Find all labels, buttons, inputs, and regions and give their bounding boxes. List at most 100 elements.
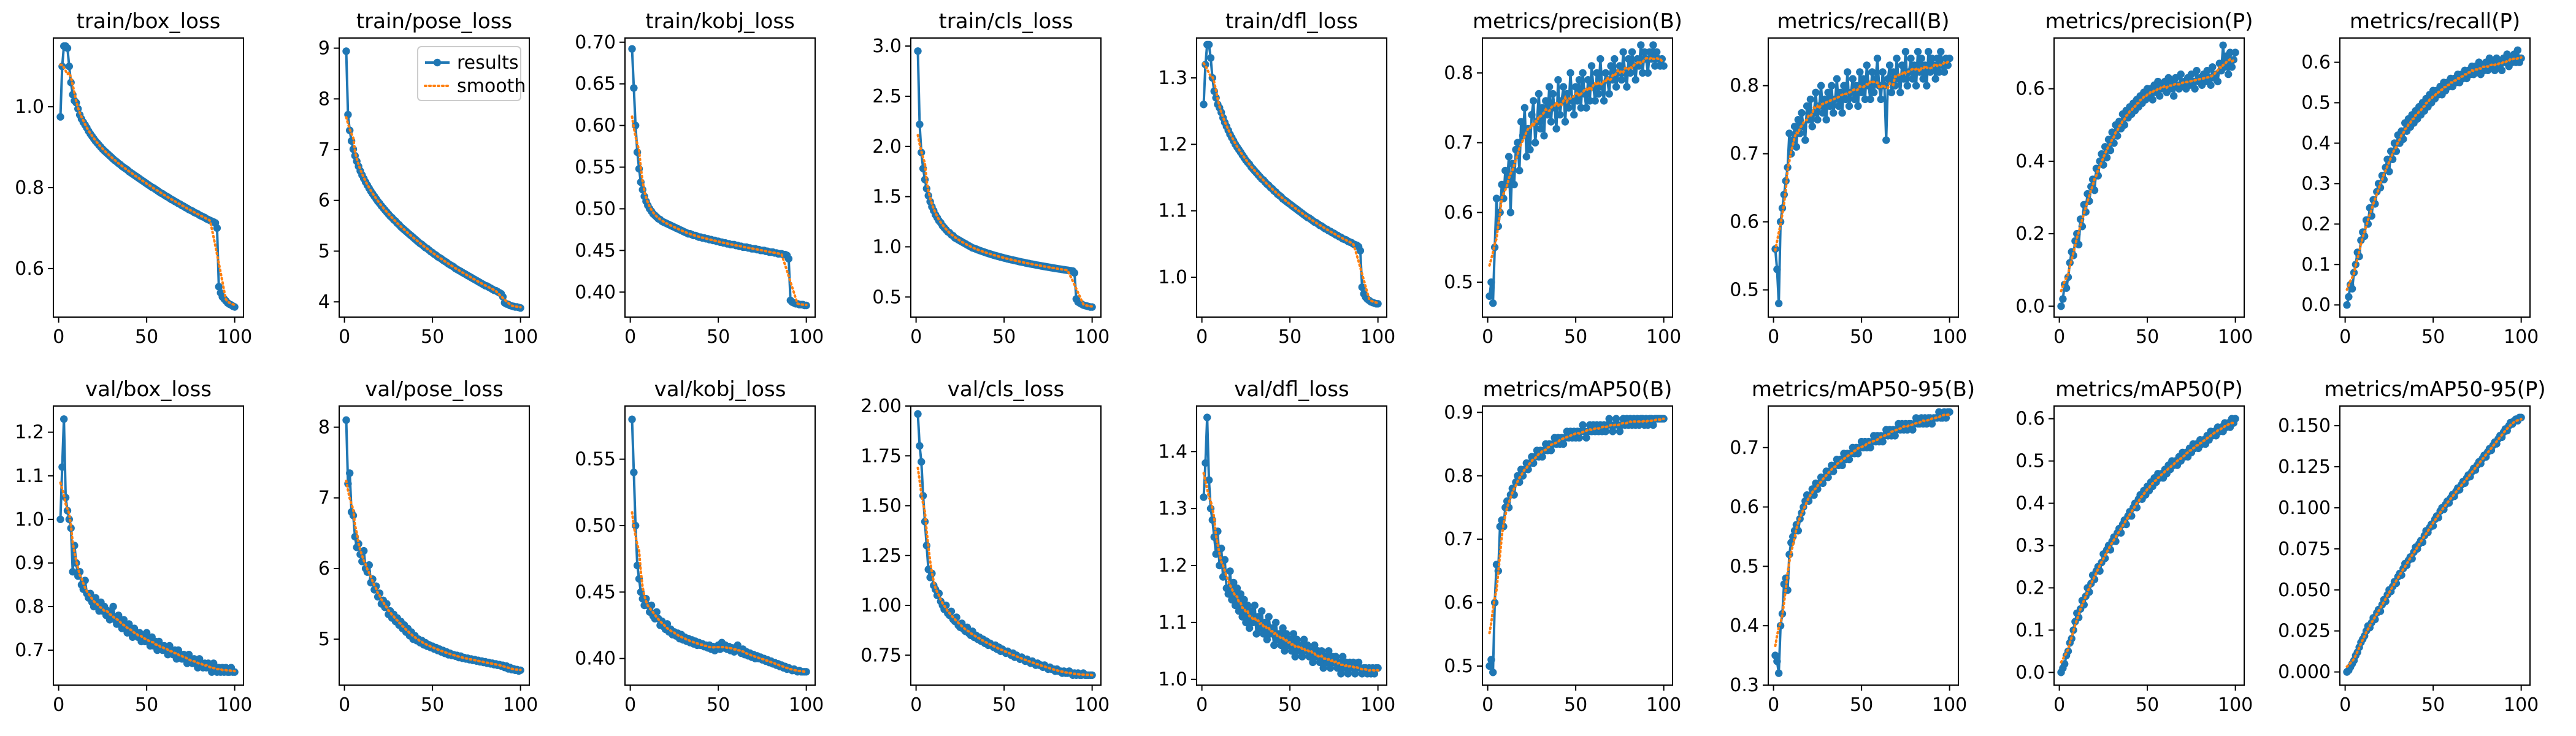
results-point — [1554, 76, 1562, 84]
results-point — [1605, 90, 1613, 98]
y-tick-label: 0.0 — [2301, 294, 2331, 316]
y-tick-label: 0.1 — [2015, 619, 2045, 641]
y-tick-label: 9 — [318, 38, 330, 59]
subplot-title: train/cls_loss — [938, 9, 1073, 34]
axes-frame — [339, 405, 530, 686]
y-tick-label: 1.25 — [861, 545, 902, 567]
results-point — [1803, 102, 1811, 110]
x-tick-label: 0 — [2339, 326, 2351, 348]
y-tick-label: 1.00 — [861, 595, 902, 616]
y-tick-label: 7 — [318, 139, 330, 161]
results-point — [1845, 102, 1853, 110]
results-point — [914, 47, 922, 55]
plot-area — [1200, 40, 1382, 308]
results-point — [1885, 61, 1894, 69]
x-tick-label: 100 — [1646, 326, 1681, 348]
results-point — [1911, 61, 1919, 69]
axes-frame — [339, 37, 530, 318]
results-point — [2177, 70, 2185, 79]
results-point — [784, 255, 793, 263]
results-point — [1370, 670, 1379, 678]
x-tick-label: 0 — [53, 326, 64, 348]
subplot-train-box-loss: train/box_loss 0 50 100 0.6 0.8 1.0 — [15, 9, 252, 348]
results-point — [1358, 283, 1366, 291]
results-point — [1538, 453, 1546, 461]
results-point — [1595, 90, 1603, 98]
results-point — [1317, 647, 1325, 655]
results-point — [346, 469, 354, 477]
results-point — [1570, 110, 1578, 119]
results-point — [1552, 125, 1560, 133]
results-point — [1268, 624, 1276, 632]
y-tick-label: 0.40 — [575, 282, 616, 303]
results-point — [2094, 172, 2102, 180]
subplot-title: train/kobj_loss — [645, 9, 795, 34]
subplot-val-dfl-loss: val/dfl_loss 0 50 100 1.0 1.1 1.2 1.3 1.4 — [1158, 377, 1395, 716]
y-tick-label: 1.0 — [15, 509, 44, 531]
y-tick-label: 0.8 — [1730, 75, 1759, 97]
results-point — [1778, 610, 1787, 618]
results-point — [1272, 618, 1280, 627]
results-point — [1633, 55, 1641, 63]
results-point — [1806, 95, 1815, 104]
y-tick-label: 1.4 — [1158, 441, 1187, 462]
results-point — [1935, 68, 1943, 76]
results-point — [630, 469, 638, 477]
subplot-train-dfl-loss: train/dfl_loss 0 50 100 1.0 1.1 1.2 1.3 — [1158, 9, 1395, 348]
results-point — [1893, 55, 1901, 63]
results-point — [628, 45, 636, 53]
results-point — [1850, 95, 1858, 104]
results-point — [1298, 653, 1306, 661]
results-point — [1565, 104, 1573, 112]
x-tick-label: 0 — [339, 694, 350, 716]
y-tick-label: 0.75 — [861, 645, 902, 666]
smooth-line — [916, 466, 1094, 677]
y-tick-label: 6 — [318, 190, 330, 212]
results-point — [1844, 68, 1852, 76]
results-point — [1637, 41, 1645, 49]
results-point — [1644, 421, 1652, 429]
results-point — [1224, 590, 1232, 598]
results-point — [1374, 664, 1382, 672]
results-point — [1773, 657, 1781, 665]
plot-area — [2057, 415, 2239, 677]
results-point — [120, 616, 128, 624]
results-point — [1591, 97, 1599, 105]
results-point — [1631, 76, 1639, 84]
y-tick-label: 1.0 — [15, 96, 44, 118]
results-point — [56, 515, 64, 523]
results-point — [1351, 670, 1359, 678]
y-tick-label: 0.2 — [2015, 577, 2045, 599]
subplot-title: val/cls_loss — [948, 377, 1064, 402]
results-point — [2057, 302, 2065, 310]
results-point — [1804, 116, 1813, 124]
results-point — [1919, 75, 1927, 83]
x-tick-label: 50 — [135, 694, 158, 716]
results-point — [1319, 664, 1327, 672]
results-point — [1903, 82, 1911, 90]
x-tick-label: 100 — [1646, 694, 1681, 716]
subplot-title: train/pose_loss — [356, 9, 512, 34]
axes-frame — [1482, 37, 1673, 318]
results-point — [1503, 497, 1511, 505]
results-point — [1289, 630, 1298, 638]
results-point — [1510, 180, 1518, 189]
x-tick-label: 0 — [624, 326, 636, 348]
x-tick-label: 100 — [217, 326, 252, 348]
smooth-line — [1202, 472, 1379, 672]
y-tick-label: 0.65 — [575, 74, 616, 95]
y-tick-label: 0.5 — [1444, 656, 1473, 677]
plot-area — [2343, 46, 2525, 309]
results-point — [1309, 658, 1317, 667]
results-point — [1852, 82, 1860, 90]
legend-results-marker — [433, 58, 442, 67]
results-point — [1542, 97, 1550, 105]
results-point — [1577, 104, 1585, 112]
y-tick-label: 0.60 — [575, 115, 616, 137]
results-point — [63, 44, 72, 52]
results-point — [1808, 485, 1816, 493]
results-point — [1945, 55, 1953, 63]
results-point — [1646, 48, 1654, 56]
